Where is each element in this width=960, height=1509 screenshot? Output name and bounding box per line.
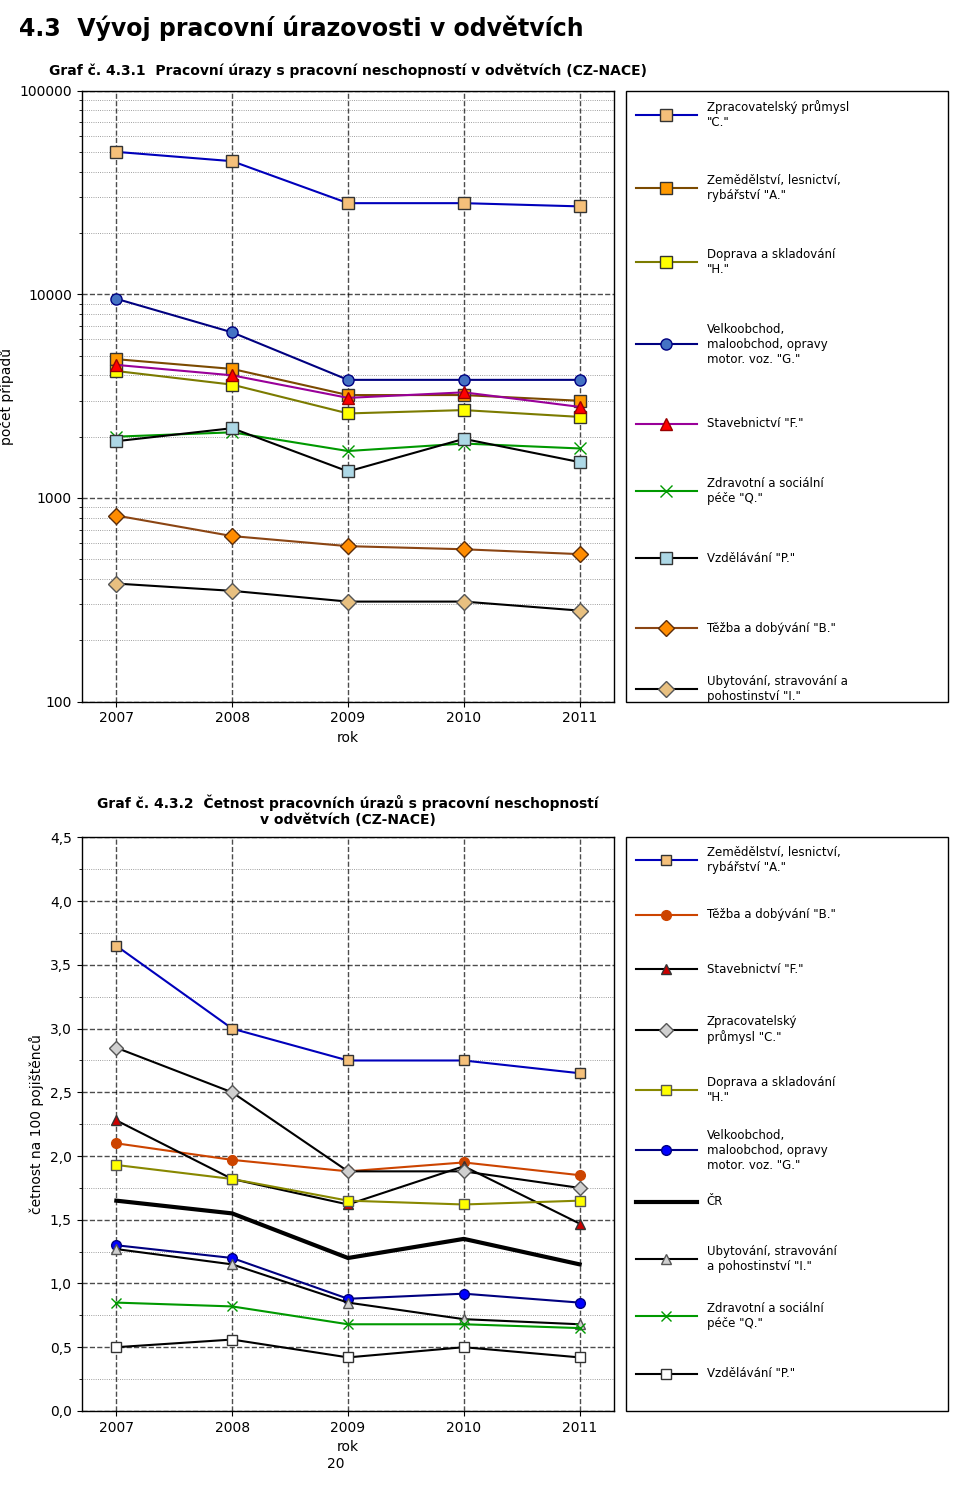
Y-axis label: počet případů: počet případů: [0, 347, 13, 445]
X-axis label: rok: rok: [337, 730, 359, 745]
Text: Doprava a skladování
"H.": Doprava a skladování "H.": [707, 247, 835, 276]
X-axis label: rok: rok: [337, 1440, 359, 1455]
Text: Doprava a skladování
"H.": Doprava a skladování "H.": [707, 1076, 835, 1103]
Text: Zpracovatelský
průmysl "C.": Zpracovatelský průmysl "C.": [707, 1016, 797, 1044]
Text: Graf č. 4.3.1  Pracovní úrazy s pracovní neschopností v odvětvích (CZ-NACE): Graf č. 4.3.1 Pracovní úrazy s pracovní …: [49, 63, 647, 78]
Text: Stavebnictví "F.": Stavebnictví "F.": [707, 963, 804, 976]
Text: Ubytování, stravování
a pohostinství "I.": Ubytování, stravování a pohostinství "I.…: [707, 1245, 836, 1274]
Text: Ubytování, stravování a
pohostinství "I.": Ubytování, stravování a pohostinství "I.…: [707, 676, 848, 703]
Text: Zpracovatelský průmysl
"C.": Zpracovatelský průmysl "C.": [707, 101, 849, 130]
Text: Velkoobchod,
maloobchod, opravy
motor. voz. "G.": Velkoobchod, maloobchod, opravy motor. v…: [707, 1129, 828, 1171]
Text: 20: 20: [327, 1458, 345, 1471]
Text: Zemědělství, lesnictví,
rybářství "A.": Zemědělství, lesnictví, rybářství "A.": [707, 175, 840, 202]
Text: Zdravotní a sociální
péče "Q.": Zdravotní a sociální péče "Q.": [707, 477, 824, 506]
Text: Vzdělávání "P.": Vzdělávání "P.": [707, 1367, 795, 1381]
Text: Těžba a dobývání "B.": Těžba a dobývání "B.": [707, 908, 835, 922]
Text: Zemědělství, lesnictví,
rybářství "A.": Zemědělství, lesnictví, rybářství "A.": [707, 847, 840, 874]
Text: ČR: ČR: [707, 1195, 723, 1209]
Text: Graf č. 4.3.2  Četnost pracovních úrazů s pracovní neschopností
v odvětvích (CZ-: Graf č. 4.3.2 Četnost pracovních úrazů s…: [97, 794, 599, 827]
Text: Vzdělávání "P.": Vzdělávání "P.": [707, 552, 795, 564]
Text: 4.3  Vývoj pracovní úrazovosti v odvětvích: 4.3 Vývoj pracovní úrazovosti v odvětvíc…: [19, 15, 584, 41]
Text: Zdravotní a sociální
péče "Q.": Zdravotní a sociální péče "Q.": [707, 1302, 824, 1331]
Text: Stavebnictví "F.": Stavebnictví "F.": [707, 416, 804, 430]
Y-axis label: četnost na 100 pojištěnců: četnost na 100 pojištěnců: [30, 1034, 44, 1215]
Text: Těžba a dobývání "B.": Těžba a dobývání "B.": [707, 622, 835, 635]
Text: Velkoobchod,
maloobchod, opravy
motor. voz. "G.": Velkoobchod, maloobchod, opravy motor. v…: [707, 323, 828, 365]
